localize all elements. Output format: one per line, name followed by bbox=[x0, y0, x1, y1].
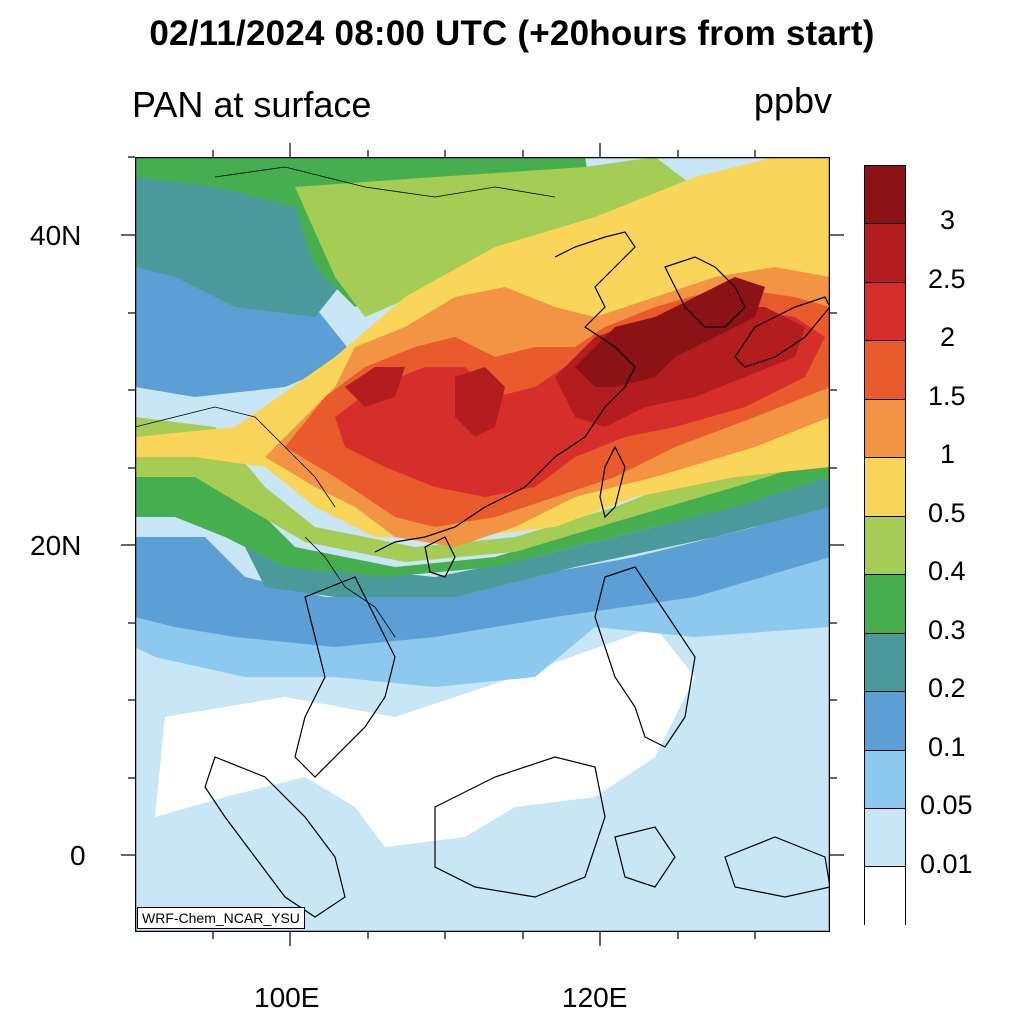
legend-swatch bbox=[865, 399, 905, 459]
lon-label-120e: 120E bbox=[562, 982, 628, 1013]
legend-swatch bbox=[865, 282, 905, 342]
legend-tick-label: 0.1 bbox=[928, 731, 966, 762]
coastline-new-guinea bbox=[724, 836, 830, 898]
field-level-02-south bbox=[245, 467, 830, 597]
map-border bbox=[135, 157, 830, 932]
legend-swatch bbox=[865, 867, 905, 926]
variable-label: PAN at surface bbox=[132, 84, 372, 125]
field-level-3-east-china bbox=[575, 277, 765, 387]
pan-concentration-map bbox=[135, 157, 830, 932]
legend-swatch bbox=[865, 166, 905, 225]
field-level-001 bbox=[155, 627, 695, 847]
legend-swatch bbox=[865, 692, 905, 751]
border-himalaya bbox=[135, 406, 336, 508]
legend-tick-label: 2 bbox=[940, 322, 956, 353]
legend-swatch bbox=[865, 575, 905, 634]
border-mongolia bbox=[214, 166, 556, 198]
border-indochina bbox=[304, 536, 396, 638]
coastline-japan bbox=[734, 296, 830, 368]
legend-tick-label: 0.01 bbox=[920, 848, 973, 879]
field-level-04-south bbox=[135, 417, 830, 562]
legend-tick-label: 0.05 bbox=[920, 790, 973, 821]
coastline-sulawesi bbox=[614, 826, 676, 888]
legend-tick-label: 1 bbox=[940, 439, 956, 470]
coastline-philippines bbox=[594, 566, 696, 748]
legend-swatch bbox=[865, 516, 905, 576]
coastline-outlines bbox=[204, 231, 830, 918]
field-level-01-south bbox=[135, 497, 830, 647]
coastline-borneo bbox=[434, 756, 606, 898]
field-level-25-central bbox=[455, 367, 505, 437]
legend-tick-label: 1.5 bbox=[928, 380, 966, 411]
legend-swatch bbox=[865, 808, 905, 868]
lat-label-20n: 20N bbox=[30, 530, 82, 561]
legend-swatch bbox=[865, 224, 905, 283]
model-credit-label: WRF-Chem_NCAR_YSU bbox=[137, 907, 305, 929]
units-label: ppbv bbox=[753, 80, 832, 121]
legend-tick-label: 0.3 bbox=[928, 614, 966, 645]
lon-label-100e: 100E bbox=[254, 982, 320, 1013]
field-level-04-north bbox=[295, 157, 695, 317]
legend-tick-label: 0.2 bbox=[928, 673, 966, 704]
legend-swatch bbox=[865, 750, 905, 809]
field-level-005 bbox=[135, 537, 830, 687]
country-borders bbox=[135, 166, 556, 638]
map-panel bbox=[135, 157, 830, 932]
legend-tick-label: 2.5 bbox=[928, 263, 966, 294]
legend-tick-label: 0.5 bbox=[928, 497, 966, 528]
coastline-sumatra bbox=[204, 756, 346, 918]
coastline-indochina bbox=[294, 576, 396, 778]
legend-swatch bbox=[865, 633, 905, 693]
legend-tick-label: 3 bbox=[940, 205, 956, 236]
lat-label-40n: 40N bbox=[30, 220, 82, 251]
map-title: 02/11/2024 08:00 UTC (+20hours from star… bbox=[149, 14, 875, 53]
lat-label-0: 0 bbox=[70, 840, 86, 871]
field-level-25-sichuan bbox=[345, 367, 405, 407]
coastline-korea bbox=[664, 256, 746, 328]
legend-swatch bbox=[865, 458, 905, 517]
coastline-china bbox=[374, 231, 636, 553]
field-level-03-south bbox=[135, 447, 830, 577]
legend-swatch bbox=[865, 341, 905, 400]
coastline-hainan bbox=[424, 536, 456, 578]
coastline-taiwan bbox=[599, 445, 626, 519]
color-legend bbox=[864, 165, 906, 926]
legend-tick-label: 0.4 bbox=[928, 556, 966, 587]
